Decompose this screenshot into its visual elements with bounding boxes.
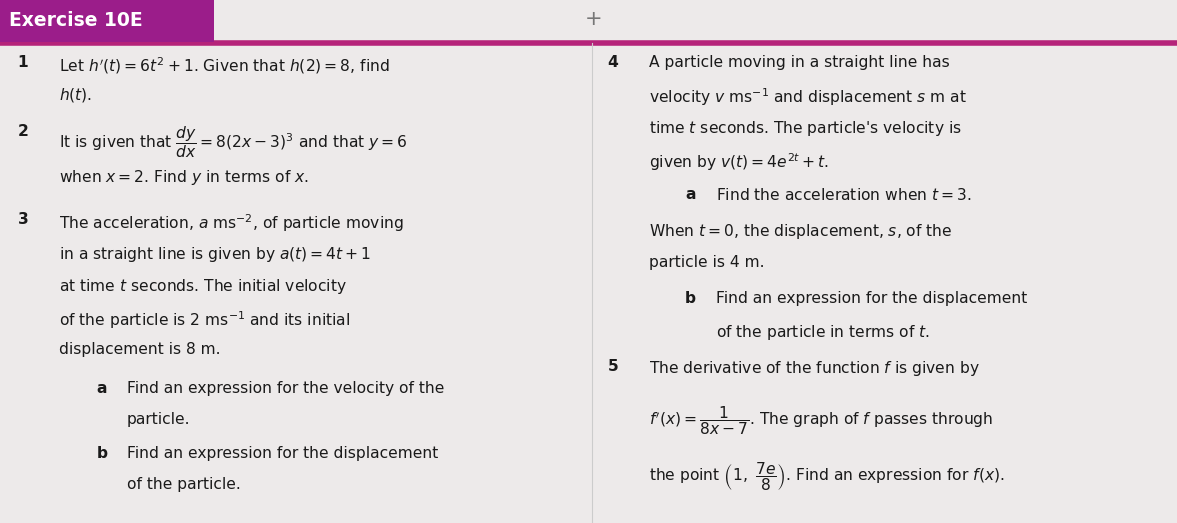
Text: A particle moving in a straight line has: A particle moving in a straight line has xyxy=(649,55,950,70)
Text: 2: 2 xyxy=(18,124,28,139)
Text: of the particle is 2 ms$^{-1}$ and its initial: of the particle is 2 ms$^{-1}$ and its i… xyxy=(59,310,350,331)
Text: a: a xyxy=(97,381,107,396)
Text: particle is 4 m.: particle is 4 m. xyxy=(649,255,764,270)
Text: the point $\left(1,\ \dfrac{7e}{8}\right)$. Find an expression for $f(x)$.: the point $\left(1,\ \dfrac{7e}{8}\right… xyxy=(649,460,1004,493)
Text: of the particle in terms of $t$.: of the particle in terms of $t$. xyxy=(716,323,930,342)
Text: Let $h'(t) = 6t^2 + 1$. Given that $h(2) = 8$, find: Let $h'(t) = 6t^2 + 1$. Given that $h(2)… xyxy=(59,55,390,76)
Text: It is given that $\dfrac{dy}{dx} = 8(2x-3)^3$ and that $y = 6$: It is given that $\dfrac{dy}{dx} = 8(2x-… xyxy=(59,124,407,160)
Text: of the particle.: of the particle. xyxy=(127,477,241,492)
Text: Find the acceleration when $t = 3$.: Find the acceleration when $t = 3$. xyxy=(716,187,971,203)
Text: $h(t)$.: $h(t)$. xyxy=(59,86,92,104)
Text: when $x = 2$. Find $y$ in terms of $x$.: when $x = 2$. Find $y$ in terms of $x$. xyxy=(59,168,308,187)
Text: Find an expression for the velocity of the: Find an expression for the velocity of t… xyxy=(127,381,445,396)
Text: Find an expression for the displacement: Find an expression for the displacement xyxy=(127,446,438,461)
Text: The acceleration, $a$ ms$^{-2}$, of particle moving: The acceleration, $a$ ms$^{-2}$, of part… xyxy=(59,212,404,234)
Text: a: a xyxy=(685,187,696,202)
Text: b: b xyxy=(685,291,696,306)
Text: particle.: particle. xyxy=(127,412,191,427)
Text: at time $t$ seconds. The initial velocity: at time $t$ seconds. The initial velocit… xyxy=(59,277,347,296)
Text: +: + xyxy=(585,9,601,29)
FancyBboxPatch shape xyxy=(0,0,214,42)
Text: The derivative of the function $f$ is given by: The derivative of the function $f$ is gi… xyxy=(649,359,979,378)
Text: b: b xyxy=(97,446,107,461)
Text: When $t = 0$, the displacement, $s$, of the: When $t = 0$, the displacement, $s$, of … xyxy=(649,222,952,241)
Text: 3: 3 xyxy=(18,212,28,228)
Text: $f'(x) = \dfrac{1}{8x-7}$. The graph of $f$ passes through: $f'(x) = \dfrac{1}{8x-7}$. The graph of … xyxy=(649,404,993,437)
Text: given by $v(t) = 4e^{2t} + t$.: given by $v(t) = 4e^{2t} + t$. xyxy=(649,151,829,173)
Text: in a straight line is given by $a(t) = 4t + 1$: in a straight line is given by $a(t) = 4… xyxy=(59,245,371,264)
Text: Find an expression for the displacement: Find an expression for the displacement xyxy=(716,291,1026,306)
Text: displacement is 8 m.: displacement is 8 m. xyxy=(59,342,220,357)
Text: 1: 1 xyxy=(18,55,28,70)
Text: time $t$ seconds. The particle's velocity is: time $t$ seconds. The particle's velocit… xyxy=(649,119,962,138)
Text: 5: 5 xyxy=(607,359,618,374)
Text: 4: 4 xyxy=(607,55,618,70)
Text: Exercise 10E: Exercise 10E xyxy=(9,12,144,30)
Text: velocity $v$ ms$^{-1}$ and displacement $s$ m at: velocity $v$ ms$^{-1}$ and displacement … xyxy=(649,86,966,108)
